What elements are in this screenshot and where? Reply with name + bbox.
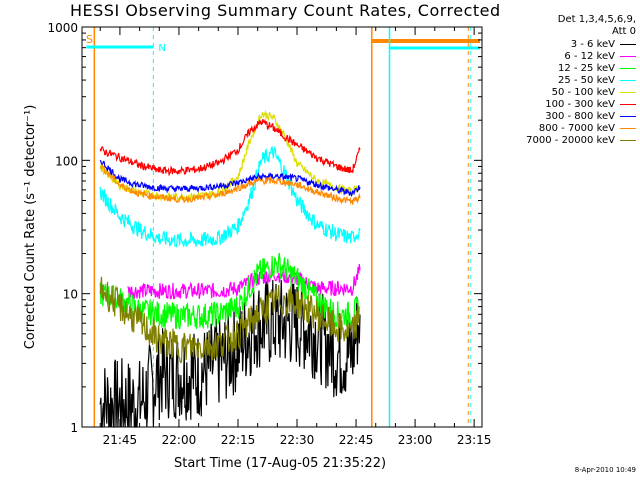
legend-label: 12 - 25 keV (557, 62, 615, 74)
legend-swatch (620, 91, 636, 93)
series-line (127, 263, 361, 300)
region-markers: SN (86, 33, 166, 54)
x-tick-label: 22:15 (221, 433, 256, 447)
axis-ticks: 1 10 100 1000 21:45 22:00 22:15 22:30 22:45 23:00… (47, 21, 491, 447)
series-line (99, 146, 361, 248)
legend-item: 6 - 12 keV (490, 50, 636, 62)
legend-label: 7000 - 20000 keV (526, 134, 615, 146)
x-axis-label: Start Time (17-Aug-05 21:35:22) (174, 456, 386, 471)
y-tick-label: 1000 (47, 21, 78, 35)
y-tick-label: 1 (70, 421, 78, 435)
series-line (99, 276, 361, 364)
legend-swatch (620, 115, 636, 117)
legend-header-attenuator: Att 0 (611, 26, 636, 37)
x-tick-label: 21:45 (103, 433, 138, 447)
legend-item: 25 - 50 keV (490, 74, 636, 86)
attenuator-bands (86, 27, 481, 427)
x-tick-label: 23:00 (398, 433, 433, 447)
legend-item: 7000 - 20000 keV (490, 134, 636, 146)
series-line (99, 118, 361, 177)
legend-items: 3 - 6 keV 6 - 12 keV 12 - 25 keV 25 - 50 ke… (490, 38, 636, 146)
x-tick-label: 22:30 (280, 433, 315, 447)
legend-label: 100 - 300 keV (545, 98, 615, 110)
legend-swatch (620, 67, 636, 69)
legend-header-detectors: Det 1,3,4,5,6,9, (557, 14, 636, 25)
legend-item: 3 - 6 keV (490, 38, 636, 50)
y-tick-label: 10 (63, 288, 78, 302)
timestamp-label: 8-Apr-2010 10:49 (574, 466, 636, 474)
legend-swatch (620, 43, 636, 45)
legend-item: 800 - 7000 keV (490, 122, 636, 134)
y-axis-label: Corrected Count Rate (s⁻¹ detector⁻¹) (23, 105, 38, 350)
legend-label: 6 - 12 keV (564, 50, 615, 62)
series-line (99, 159, 361, 198)
marker-night: N (158, 43, 165, 54)
x-tick-label: 22:00 (162, 433, 197, 447)
x-tick-label: 23:15 (457, 433, 492, 447)
legend-item: 100 - 300 keV (490, 98, 636, 110)
legend-swatch (620, 127, 636, 129)
y-tick-label: 100 (55, 154, 78, 168)
chart-title: HESSI Observing Summary Count Rates, Cor… (70, 1, 501, 20)
legend-label: 50 - 100 keV (551, 86, 615, 98)
legend-item: 300 - 800 keV (490, 110, 636, 122)
marker-saa: S (86, 33, 93, 46)
legend-label: 25 - 50 keV (557, 74, 615, 86)
legend-label: 300 - 800 keV (545, 110, 615, 122)
legend-item: 50 - 100 keV (490, 86, 636, 98)
legend-swatch (620, 103, 636, 105)
series-line (100, 163, 361, 205)
series-layer (99, 110, 361, 428)
legend-label: 3 - 6 keV (570, 38, 615, 50)
legend-swatch (620, 55, 636, 57)
plot-frame (81, 26, 483, 428)
legend-item: 12 - 25 keV (490, 62, 636, 74)
legend-swatch (620, 139, 636, 141)
legend-label: 800 - 7000 keV (538, 122, 615, 134)
legend-swatch (620, 79, 636, 81)
legend: Det 1,3,4,5,6,9, Att 0 3 - 6 keV 6 - 12 k… (490, 14, 636, 146)
x-tick-label: 22:45 (339, 433, 374, 447)
